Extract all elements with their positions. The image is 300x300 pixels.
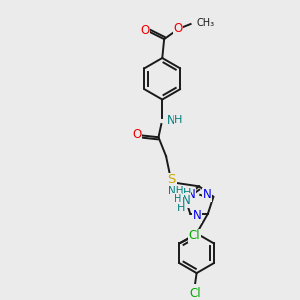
Text: H: H: [174, 194, 181, 204]
Text: N: N: [202, 188, 211, 201]
Text: N: N: [167, 114, 176, 127]
Text: H: H: [182, 188, 191, 198]
Text: N: N: [182, 194, 191, 207]
Text: O: O: [141, 24, 150, 37]
Text: NH: NH: [168, 186, 183, 196]
Text: H: H: [174, 115, 182, 125]
Text: S: S: [167, 173, 176, 186]
Text: O: O: [132, 128, 141, 141]
Text: N: N: [192, 209, 201, 222]
Text: Cl: Cl: [189, 229, 200, 242]
Text: O: O: [173, 22, 182, 35]
Text: H: H: [177, 203, 185, 213]
Text: Cl: Cl: [189, 287, 200, 300]
Text: CH₃: CH₃: [196, 18, 214, 28]
Text: N: N: [187, 188, 196, 201]
